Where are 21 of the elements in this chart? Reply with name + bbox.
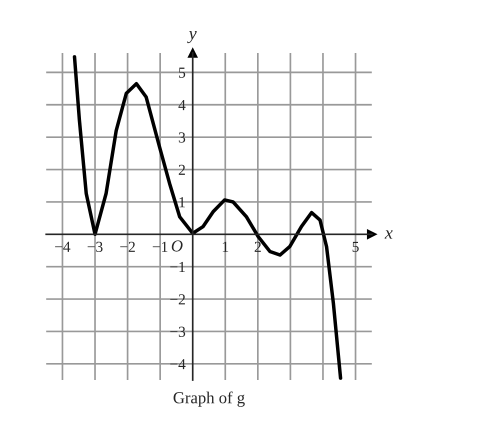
y-tick-label: −1 [170,262,185,272]
y-tick-label: −2 [170,294,185,304]
y-tick-label: −3 [170,326,186,337]
y-tick-label: −4 [170,359,186,370]
line-series [72,55,342,380]
text: Graph of g [174,391,245,407]
annotation: O [172,240,183,252]
y-tick-label: 2 [178,164,185,175]
x-tick-label: 1 [222,242,228,252]
x-tick-label: 2 [254,242,261,252]
y-tick-label: 4 [178,100,186,110]
x-tick-label: −3 [88,242,103,252]
x-tick-label: −4 [55,242,70,252]
y-tick-label: 5 [179,68,186,78]
y-axis-title: y [187,30,197,44]
x-tick-label: 5 [352,242,359,252]
x-tick-label: −2 [120,242,135,252]
x-tick-label: −1 [152,242,168,252]
y-tick-label: 3 [178,132,186,143]
y-tick-label: 1 [179,197,185,208]
x-axis-title: x [384,230,393,239]
